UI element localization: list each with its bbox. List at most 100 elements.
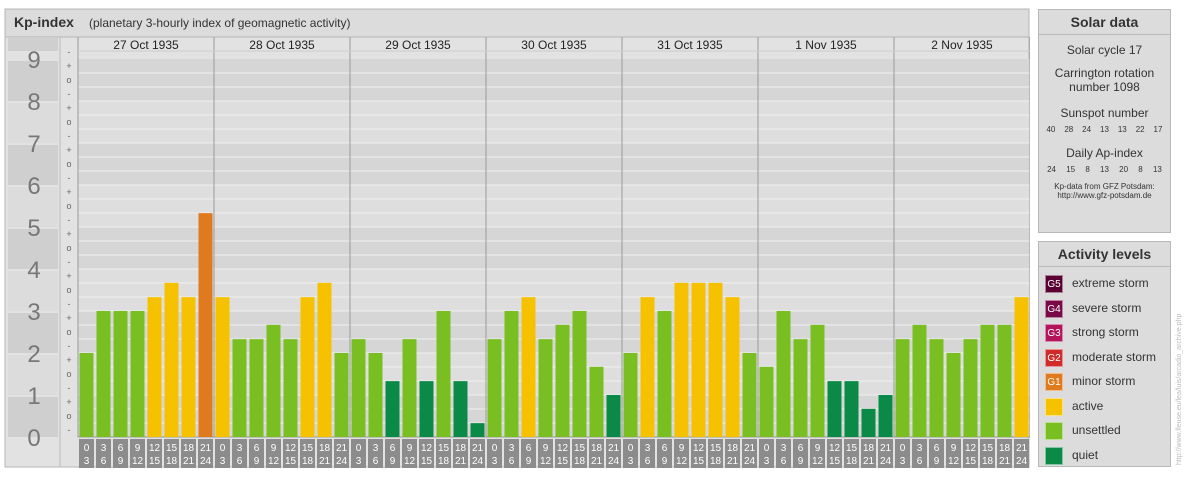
interval-start-label: 21: [744, 443, 756, 454]
kp-bar: [912, 324, 927, 437]
kp-bar: [385, 381, 400, 437]
interval-start-label: 6: [934, 443, 940, 454]
interval-end-label: 3: [492, 456, 498, 467]
activity-level-item: active: [1039, 395, 1170, 420]
interval-end-label: 15: [965, 456, 977, 467]
interval-start-label: 6: [254, 443, 260, 454]
sunspot-value: 13: [1117, 125, 1127, 134]
kp-bar: [266, 324, 281, 437]
interval-start-label: 3: [373, 443, 379, 454]
interval-cell: [572, 439, 587, 468]
interval-start-label: 3: [237, 443, 243, 454]
interval-cell: [504, 439, 519, 468]
y-subtick-label: o: [66, 369, 71, 379]
y-subtick-label: -: [68, 425, 71, 435]
interval-start-label: 0: [764, 443, 770, 454]
kp-bar: [606, 395, 621, 437]
interval-start-label: 21: [880, 443, 892, 454]
kp-bar: [861, 408, 876, 437]
kp-bar: [521, 297, 536, 437]
interval-cell: [283, 439, 298, 468]
interval-end-label: 6: [917, 456, 923, 467]
interval-start-label: 0: [356, 443, 362, 454]
solar-data-panel: Solar data Solar cycle 17 Carrington rot…: [1038, 9, 1171, 233]
interval-end-label: 3: [900, 456, 906, 467]
y-label-band: [8, 229, 58, 269]
solar-data-title: Solar data: [1039, 10, 1170, 35]
y-tick-label: 3: [27, 299, 40, 326]
interval-end-label: 21: [455, 456, 467, 467]
interval-cell: [215, 439, 230, 468]
interval-end-label: 9: [390, 456, 396, 467]
interval-end-label: 12: [812, 456, 824, 467]
interval-end-label: 6: [101, 456, 107, 467]
level-swatch: G4: [1045, 299, 1063, 318]
y-subtick-label: +: [66, 103, 71, 113]
y-label-band: [8, 271, 58, 311]
y-label-band: [8, 103, 58, 143]
interval-start-label: 21: [200, 443, 212, 454]
interval-end-label: 24: [744, 456, 756, 467]
y-subtick-label: o: [66, 159, 71, 169]
y-subtick-label: -: [68, 299, 71, 309]
y-subtick-label: +: [66, 313, 71, 323]
interval-start-label: 0: [900, 443, 906, 454]
interval-cell: [453, 439, 468, 468]
level-label: unsettled: [1072, 423, 1121, 437]
kp-bar: [147, 297, 162, 437]
kp-bar: [283, 339, 298, 437]
interval-start-label: 3: [509, 443, 515, 454]
interval-end-label: 24: [880, 456, 892, 467]
interval-end-label: 24: [472, 456, 484, 467]
interval-cell: [878, 439, 893, 468]
interval-end-label: 24: [200, 456, 212, 467]
interval-start-label: 0: [492, 443, 498, 454]
sunspot-value: 40: [1046, 125, 1056, 134]
level-swatch: [1045, 422, 1063, 440]
kp-band: [78, 101, 1030, 143]
watermark-text: http://www.fleuse.eu/lea/luis/arcadio_ar…: [1176, 314, 1183, 465]
interval-end-label: 12: [268, 456, 280, 467]
y-subtick-label: -: [68, 47, 71, 57]
kp-bar: [572, 311, 587, 437]
interval-end-label: 3: [628, 456, 634, 467]
interval-start-label: 15: [166, 443, 178, 454]
interval-cell: [895, 439, 910, 468]
interval-end-label: 15: [829, 456, 841, 467]
sunspot-value: 17: [1153, 125, 1163, 134]
kp-bar: [164, 282, 179, 437]
kp-bar: [249, 339, 264, 437]
interval-cell: [334, 439, 349, 468]
interval-cell: [861, 439, 876, 468]
y-tick-label: 8: [27, 89, 40, 116]
interval-start-label: 12: [421, 443, 433, 454]
interval-start-label: 18: [455, 443, 467, 454]
level-label: severe storm: [1072, 300, 1142, 315]
level-label: quiet: [1072, 447, 1099, 462]
interval-end-label: 12: [132, 456, 144, 467]
kp-bar: [470, 423, 485, 437]
interval-start-label: 12: [557, 443, 569, 454]
interval-end-label: 21: [183, 456, 195, 467]
y-subtick-label: +: [66, 229, 71, 239]
activity-level-item: G5 extreme storm: [1039, 272, 1170, 297]
day-label: 28 Oct 1935: [249, 38, 315, 52]
interval-end-label: 6: [509, 456, 515, 467]
interval-start-label: 21: [336, 443, 348, 454]
y-label-band: [8, 313, 58, 353]
y-subtick-label: +: [66, 187, 71, 197]
day-label: 29 Oct 1935: [385, 38, 451, 52]
carrington-line-2: number 1098: [1069, 80, 1140, 94]
interval-cell: [232, 439, 247, 468]
kp-bar: [232, 339, 247, 437]
level-swatch: [1045, 446, 1063, 465]
y-label-band: [8, 355, 58, 395]
y-label-band: [8, 145, 58, 185]
interval-start-label: 6: [526, 443, 532, 454]
interval-end-label: 6: [781, 456, 787, 467]
sunspot-label: Sunspot number: [1060, 106, 1149, 120]
y-subtick-label: o: [66, 327, 71, 337]
interval-cell: [793, 439, 808, 468]
kp-bar: [130, 311, 145, 437]
kp-bar: [827, 381, 842, 437]
